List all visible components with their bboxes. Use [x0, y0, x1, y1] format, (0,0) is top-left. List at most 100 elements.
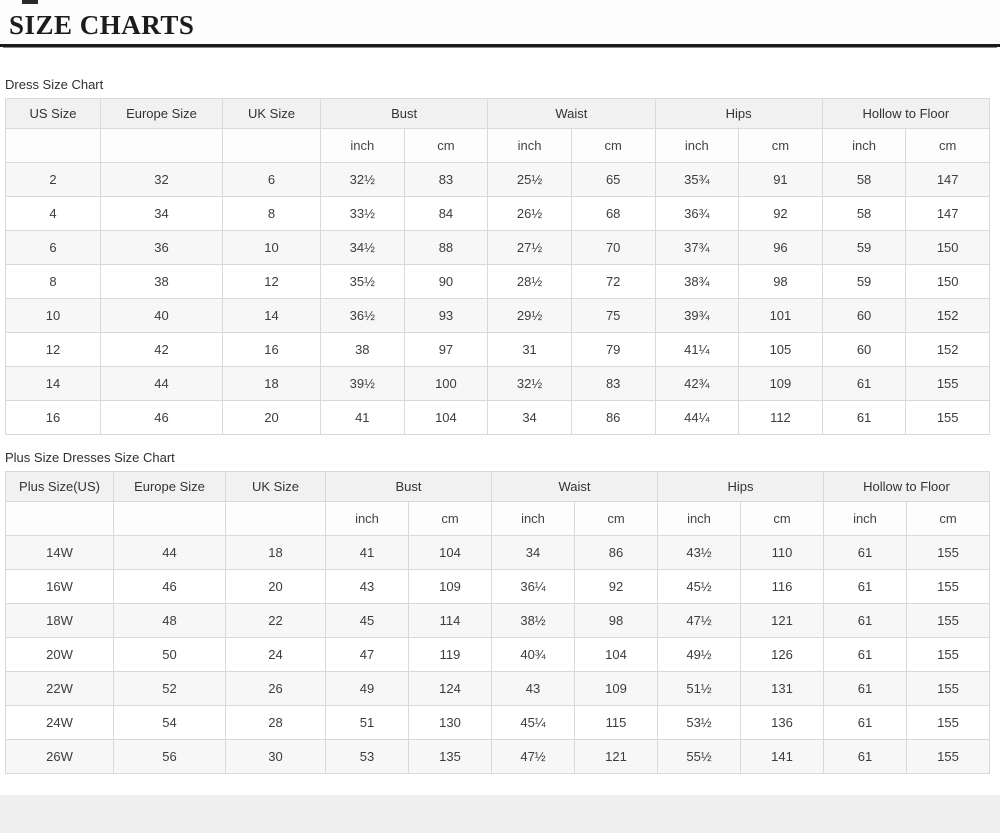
empty-cell [5, 128, 101, 163]
unit-label-inch: inch [320, 128, 405, 163]
table-cell: 130 [408, 705, 492, 740]
table-cell: 43½ [657, 535, 741, 570]
table-cell: 61 [823, 705, 907, 740]
unit-label-inch: inch [325, 501, 409, 536]
table-cell: 39¾ [654, 298, 740, 333]
table-cell: 109 [408, 569, 492, 604]
table-cell: 61 [823, 671, 907, 706]
table-cell: 54 [113, 705, 226, 740]
table-cell: 16 [5, 400, 101, 435]
table-cell: 2 [5, 162, 101, 197]
table-cell: 45½ [657, 569, 741, 604]
table-cell: 155 [906, 569, 990, 604]
table-cell: 110 [740, 535, 824, 570]
table-cell: 115 [574, 705, 658, 740]
unit-label-cm: cm [740, 501, 824, 536]
table-cell: 155 [906, 535, 990, 570]
column-header-us-size: US Size [5, 98, 101, 129]
table-cell: 38 [100, 264, 223, 299]
table-cell: 43 [491, 671, 575, 706]
table-cell: 41 [320, 400, 405, 435]
table-cell: 104 [574, 637, 658, 672]
table-cell: 97 [403, 332, 489, 367]
table-cell: 46 [100, 400, 223, 435]
table-cell: 150 [905, 264, 990, 299]
unit-label-cm: cm [738, 128, 823, 163]
table-cell: 59 [821, 230, 907, 265]
table-cell: 48 [113, 603, 226, 638]
table-cell: 121 [574, 739, 658, 774]
table-row: 26W 56 30 53 135 47½ 121 55½ 141 61 155 [5, 739, 990, 774]
table-cell: 92 [738, 196, 823, 231]
table-cell: 155 [906, 705, 990, 740]
column-header-hips: Hips [657, 471, 824, 502]
table-cell: 28 [225, 705, 326, 740]
unit-label-inch: inch [823, 501, 907, 536]
table-cell: 136 [740, 705, 824, 740]
table-row: 4 34 8 33½ 84 26½ 68 36¾ 92 58 147 [5, 196, 990, 231]
table-row: 2 32 6 32½ 83 25½ 65 35¾ 91 58 147 [5, 162, 990, 197]
table-cell: 36 [100, 230, 223, 265]
table-row: 22W 52 26 49 124 43 109 51½ 131 61 155 [5, 671, 990, 706]
table-cell: 27½ [487, 230, 572, 265]
table-cell: 8 [222, 196, 321, 231]
table-row: 12 42 16 38 97 31 79 41¼ 105 60 152 [5, 332, 990, 367]
unit-label-cm: cm [570, 128, 656, 163]
table-cell: 53 [325, 739, 409, 774]
dress-size-chart-table: US Size Europe Size UK Size Bust Waist H… [5, 98, 991, 435]
table-cell: 34 [100, 196, 223, 231]
table-cell: 61 [823, 603, 907, 638]
table-cell: 126 [740, 637, 824, 672]
empty-cell [113, 501, 226, 536]
empty-cell [100, 128, 223, 163]
table-cell: 18W [5, 603, 114, 638]
table-cell: 47½ [491, 739, 575, 774]
table-row: 8 38 12 35½ 90 28½ 72 38¾ 98 59 150 [5, 264, 990, 299]
table-cell: 32 [100, 162, 223, 197]
table-cell: 112 [738, 400, 823, 435]
table-row: 24W 54 28 51 130 45¼ 115 53½ 136 61 155 [5, 705, 990, 740]
table-cell: 70 [570, 230, 656, 265]
table-cell: 47½ [657, 603, 741, 638]
table-cell: 116 [740, 569, 824, 604]
table-cell: 38¾ [654, 264, 740, 299]
table-cell: 105 [738, 332, 823, 367]
unit-label-cm: cm [906, 501, 990, 536]
table-cell: 135 [408, 739, 492, 774]
table-cell: 109 [574, 671, 658, 706]
column-header-hollow-to-floor: Hollow to Floor [823, 471, 990, 502]
table-cell: 14W [5, 535, 114, 570]
table-cell: 98 [574, 603, 658, 638]
table-cell: 4 [5, 196, 101, 231]
table-cell: 28½ [487, 264, 572, 299]
table-cell: 152 [905, 298, 990, 333]
table-cell: 39½ [320, 366, 405, 401]
table-cell: 20W [5, 637, 114, 672]
header-row: US Size Europe Size UK Size Bust Waist H… [5, 98, 991, 129]
table-cell: 18 [225, 535, 326, 570]
table-cell: 51 [325, 705, 409, 740]
table-cell: 86 [570, 400, 656, 435]
table-cell: 40¾ [491, 637, 575, 672]
unit-label-inch: inch [821, 128, 907, 163]
table-cell: 10 [222, 230, 321, 265]
table-cell: 34 [487, 400, 572, 435]
table-cell: 44¼ [654, 400, 740, 435]
table-cell: 42 [100, 332, 223, 367]
table-cell: 58 [821, 196, 907, 231]
page-title: SIZE CHARTS [9, 10, 195, 40]
table-cell: 16 [222, 332, 321, 367]
table-row: 20W 50 24 47 119 40¾ 104 49½ 126 61 155 [5, 637, 990, 672]
table-cell: 49½ [657, 637, 741, 672]
table-cell: 91 [738, 162, 823, 197]
table-cell: 24 [225, 637, 326, 672]
table-cell: 16W [5, 569, 114, 604]
table-cell: 38½ [491, 603, 575, 638]
column-header-plus-size-us: Plus Size(US) [5, 471, 114, 502]
table-cell: 45 [325, 603, 409, 638]
table-cell: 35½ [320, 264, 405, 299]
plus-size-chart-label: Plus Size Dresses Size Chart [5, 450, 175, 465]
table-cell: 12 [5, 332, 101, 367]
column-header-bust: Bust [325, 471, 492, 502]
table-cell: 33½ [320, 196, 405, 231]
